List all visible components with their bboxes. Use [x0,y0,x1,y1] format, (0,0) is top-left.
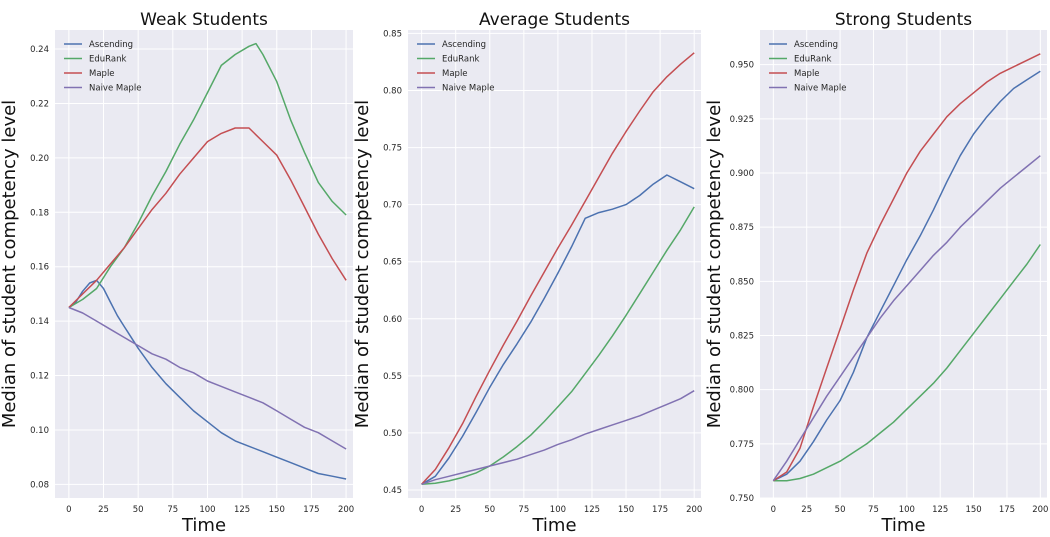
legend-label-ascending: Ascending [89,40,133,50]
x-axis-label: Time [880,515,925,536]
legend-label-maple: Maple [442,69,468,79]
y-tick-label: 0.750 [730,494,754,504]
y-axis-label: Median of student competency level [0,100,20,428]
series-line-edurank [421,206,695,486]
x-tick-label: 200 [338,505,354,515]
x-tick-label: 0 [771,505,776,515]
series-line-naive-maple [772,155,1041,482]
y-tick-label: 0.24 [30,45,49,55]
legend: Ascending EduRank Maple Naive Maple [417,40,494,94]
y-tick-label: 0.14 [30,317,49,327]
series-line-ascending [421,174,695,485]
x-tick-label: 75 [868,505,879,515]
legend-label-naive-maple: Naive Maple [794,84,846,94]
y-tick-label: 0.825 [730,332,754,342]
y-tick-label: 0.60 [383,315,402,325]
chart-weak-students: 0.08 0.10 0.12 0.14 0.16 0.18 0.20 0.22 0.24 0 25 5… [0,10,354,536]
x-tick-label: 200 [1032,505,1048,515]
x-tick-label: 25 [450,505,461,515]
chart-title: Average Students [479,10,630,30]
x-tick-label: 150 [269,505,285,515]
plot-area [760,30,1047,498]
y-tick-label: 0.950 [730,61,754,71]
y-axis-label: Median of student competency level [352,100,373,428]
legend-label-edurank: EduRank [89,55,126,65]
legend-label-ascending: Ascending [442,40,486,50]
chart-strong-students: 0.750 0.775 0.800 0.825 0.850 0.875 0.900 0.925… [704,10,1048,536]
x-tick-label: 75 [518,505,529,515]
y-tick-label: 0.75 [383,144,402,154]
chart-title: Strong Students [835,10,972,30]
x-tick-label: 25 [98,505,109,515]
legend: Ascending EduRank Maple Naive Maple [769,40,846,94]
y-tick-label: 0.22 [30,99,49,109]
legend-label-edurank: EduRank [442,55,479,65]
y-tick-label: 0.18 [30,208,49,218]
y-axis-label: Median of student competency level [704,100,725,428]
x-tick-label: 175 [999,505,1015,515]
y-tick-label: 0.900 [730,169,754,179]
chart-average-students: 0.45 0.50 0.55 0.60 0.65 0.70 0.75 0.80 0.85 0 25 5… [352,10,702,536]
x-tick-label: 50 [835,505,846,515]
x-tick-label: 125 [234,505,250,515]
y-tick-label: 0.85 [383,29,402,39]
legend-label-ascending: Ascending [794,40,838,50]
series-line-maple [68,127,347,309]
series-line-naive-maple [68,306,347,450]
chart-title: Weak Students [140,10,268,30]
x-tick-label: 75 [167,505,178,515]
y-tick-label: 0.12 [30,372,49,382]
legend-label-edurank: EduRank [794,55,831,65]
y-tick-label: 0.875 [730,223,754,233]
series-line-edurank [773,244,1041,482]
y-tick-label: 0.45 [383,486,402,496]
y-tick-label: 0.20 [30,154,49,164]
legend-label-maple: Maple [89,69,115,79]
y-tick-label: 0.50 [383,429,402,439]
x-tick-label: 125 [584,505,600,515]
x-tick-label: 100 [199,505,215,515]
x-tick-label: 200 [686,505,702,515]
x-axis-label: Time [531,515,576,536]
x-tick-label: 125 [932,505,948,515]
y-tick-label: 0.775 [730,440,754,450]
x-tick-label: 150 [618,505,634,515]
x-tick-label: 50 [484,505,495,515]
legend-label-maple: Maple [794,69,820,79]
x-tick-label: 150 [965,505,981,515]
x-tick-label: 100 [899,505,915,515]
x-tick-label: 0 [419,505,424,515]
y-tick-label: 0.850 [730,277,754,287]
series-line-naive-maple [421,390,695,486]
y-tick-label: 0.925 [730,115,754,125]
series-line-maple [772,53,1041,482]
x-axis-label: Time [181,515,226,536]
x-tick-label: 0 [66,505,71,515]
legend-label-naive-maple: Naive Maple [442,84,494,94]
x-tick-label: 175 [652,505,668,515]
x-tick-label: 100 [550,505,566,515]
y-tick-label: 0.08 [30,480,49,490]
series-line-edurank [68,42,347,309]
plot-area [408,30,701,498]
x-tick-label: 175 [303,505,319,515]
y-tick-label: 0.80 [383,86,402,96]
y-tick-label: 0.16 [30,263,49,273]
x-tick-label: 50 [133,505,144,515]
y-tick-label: 0.800 [730,386,754,396]
y-tick-label: 0.70 [383,201,402,211]
series-line-ascending [772,70,1041,482]
y-tick-label: 0.65 [383,258,402,268]
y-tick-label: 0.55 [383,372,402,382]
y-tick-label: 0.10 [30,426,49,436]
legend: Ascending EduRank Maple Naive Maple [64,40,141,94]
x-tick-label: 25 [801,505,812,515]
series-line-maple [421,52,695,485]
legend-label-naive-maple: Naive Maple [89,84,141,94]
